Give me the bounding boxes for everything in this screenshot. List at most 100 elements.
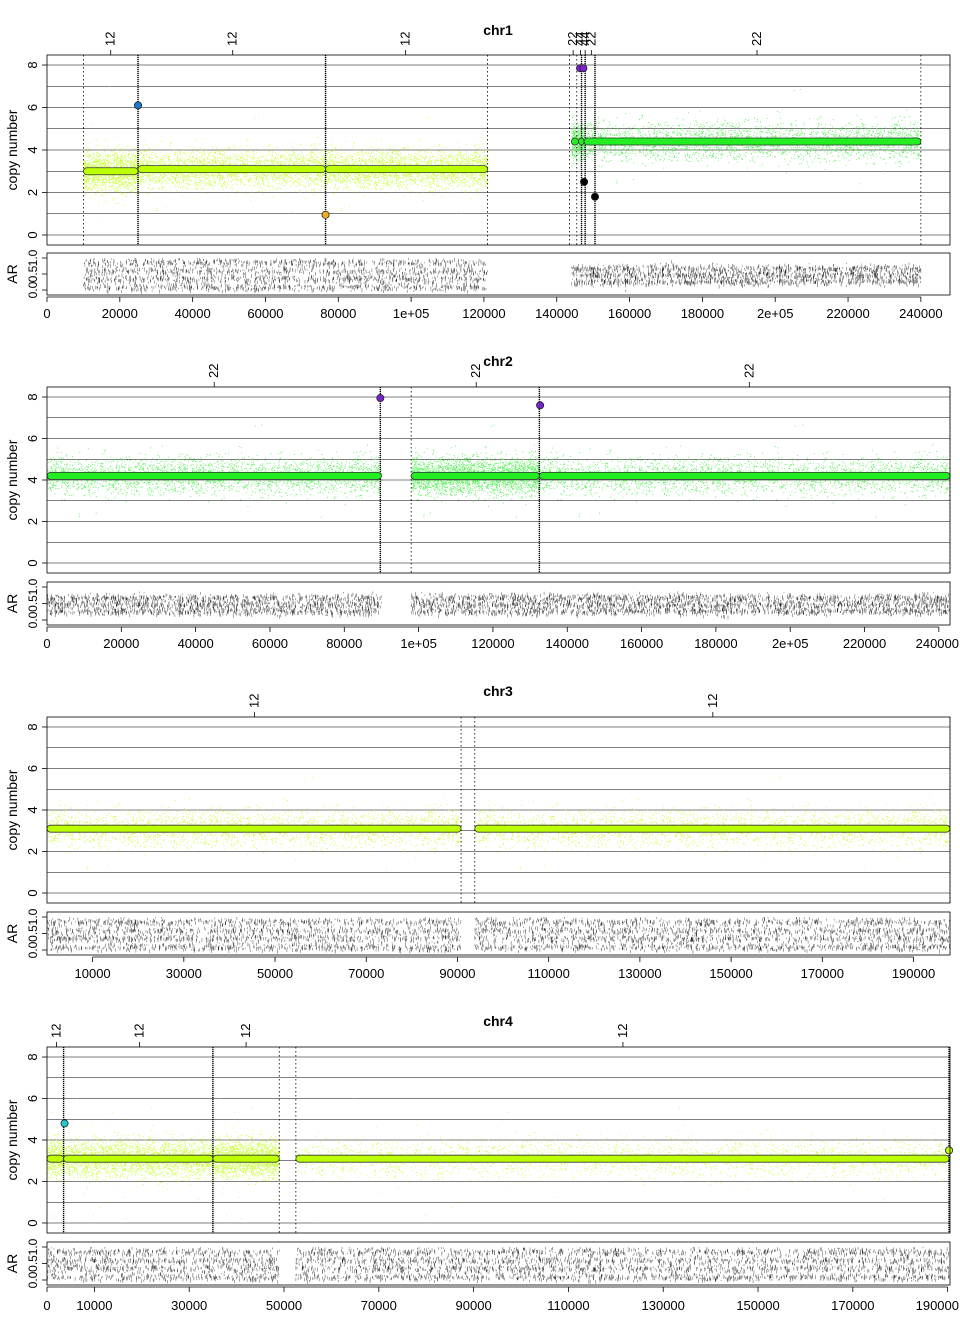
segment-bar-1 <box>137 165 326 174</box>
y-tick-label: 4 <box>25 1136 40 1143</box>
y-tick-label: 8 <box>25 723 40 730</box>
ar-tick-label: 1.0 <box>26 249 40 266</box>
x-tick-label: 190000 <box>916 1298 959 1313</box>
top-label: 22 <box>583 32 598 46</box>
top-label: 44 <box>572 32 587 46</box>
x-tick-label: 90000 <box>439 966 475 981</box>
ar-points <box>47 591 951 620</box>
y-axis-label: copy number <box>4 1099 20 1180</box>
y-tick-label: 0 <box>25 1219 40 1226</box>
x-tick-label: 170000 <box>831 1298 874 1313</box>
top-label: 12 <box>247 694 262 708</box>
y-tick-label: 6 <box>25 104 40 111</box>
x-tick-label: 150000 <box>709 966 752 981</box>
x-tick-label: 50000 <box>257 966 293 981</box>
raw-copy-number-points <box>47 424 951 518</box>
ar-tick-label: 0.5 <box>26 1255 40 1272</box>
raw-points-segment-1 <box>474 777 951 871</box>
x-tick-label: 110000 <box>527 966 569 981</box>
x-tick-label: 160000 <box>620 636 663 651</box>
segment-point-1 <box>536 401 545 410</box>
x-tick-label: 0 <box>43 636 50 651</box>
ar-points-segment-0 <box>47 591 382 619</box>
raw-points-segment-0 <box>47 777 462 871</box>
top-label: 12 <box>398 32 413 46</box>
y-tick-label: 6 <box>25 765 40 772</box>
x-tick-label: 60000 <box>247 306 283 321</box>
y-tick-label: 0 <box>25 231 40 238</box>
x-tick-label: 180000 <box>681 306 724 321</box>
ar-points-segment-1 <box>474 917 951 954</box>
y-tick-label: 4 <box>25 476 40 483</box>
panel-title: chr4 <box>483 1013 513 1029</box>
ar-points-segment-2 <box>539 591 951 620</box>
y-tick-label: 8 <box>25 61 40 68</box>
top-label: 22 <box>206 364 221 378</box>
ar-points-segment-4 <box>578 264 585 287</box>
segment-point-0 <box>134 101 143 110</box>
ar-tick-label: 0.0 <box>26 281 40 298</box>
x-tick-label: 220000 <box>843 636 886 651</box>
segment-bar-1 <box>474 824 951 833</box>
x-tick-label: 150000 <box>736 1298 779 1313</box>
chromosome-panel-chr2: chr2 0 2 4 6 8 copy number 22 22 22 0.00.51.0 AR 0 20… <box>4 353 959 651</box>
top-label: 22 <box>468 364 483 378</box>
y-tick-label: 2 <box>25 1178 40 1185</box>
segment-bar-5 <box>583 137 922 146</box>
ar-points <box>46 1247 950 1284</box>
ar-points <box>83 258 922 294</box>
ar-axis-label: AR <box>4 594 20 613</box>
x-tick-label: 80000 <box>320 306 356 321</box>
raw-points-segment-2 <box>325 116 489 212</box>
y-tick-label: 0 <box>25 559 40 566</box>
y-tick-label: 8 <box>25 1053 40 1060</box>
segment-point-1 <box>321 210 330 219</box>
ar-axis-label: AR <box>4 1254 20 1273</box>
segment-point-1 <box>945 1146 954 1155</box>
top-label: 12 <box>238 1024 253 1038</box>
segment-point-0 <box>376 394 385 403</box>
y-tick-label: 4 <box>25 146 40 153</box>
x-tick-label: 130000 <box>618 966 661 981</box>
top-label: 12 <box>48 1024 63 1038</box>
x-tick-label: 10000 <box>76 1298 112 1313</box>
segment-bar-0 <box>83 167 139 176</box>
y-tick-label: 2 <box>25 518 40 525</box>
ar-axis-label: AR <box>4 924 20 943</box>
panel-title: chr3 <box>483 683 513 699</box>
x-tick-label: 50000 <box>266 1298 302 1313</box>
x-tick-label: 110000 <box>547 1298 589 1313</box>
x-tick-label: 1e+05 <box>393 306 430 321</box>
x-tick-label: 70000 <box>348 966 384 981</box>
ar-points-segment-3 <box>295 1247 950 1284</box>
y-tick-label: 4 <box>25 806 40 813</box>
ar-tick-label: 0.0 <box>26 611 40 628</box>
x-tick-label: 240000 <box>916 636 959 651</box>
ar-points-segment-1 <box>137 258 326 294</box>
ar-axis-label: AR <box>4 264 20 283</box>
x-tick-label: 160000 <box>608 306 651 321</box>
top-label: 12 <box>103 32 118 46</box>
ar-tick-label: 0.5 <box>26 265 40 282</box>
x-tick-label: 190000 <box>892 966 935 981</box>
chromosome-panel-chr4: chr4 0 2 4 6 8 copy number 12 12 12 12 0.00.51.0 AR 0… <box>4 1013 959 1313</box>
raw-points-segment-1 <box>138 116 327 212</box>
y-tick-label: 2 <box>25 848 40 855</box>
y-axis-label: copy number <box>4 769 20 850</box>
raw-points-segment-0 <box>47 424 383 518</box>
raw-copy-number-points <box>83 85 922 223</box>
raw-copy-number-points <box>47 777 951 871</box>
x-tick-label: 90000 <box>456 1298 492 1313</box>
x-tick-label: 140000 <box>535 306 578 321</box>
x-tick-label: 40000 <box>175 306 211 321</box>
y-tick-label: 8 <box>25 393 40 400</box>
x-tick-label: 20000 <box>103 636 139 651</box>
x-tick-label: 0 <box>43 306 50 321</box>
ar-tick-label: 0.5 <box>26 595 40 612</box>
panel-title: chr2 <box>483 353 513 369</box>
ar-points-segment-2 <box>325 258 488 294</box>
x-tick-label: 10000 <box>75 966 111 981</box>
ar-points <box>47 917 951 954</box>
y-tick-label: 6 <box>25 435 40 442</box>
